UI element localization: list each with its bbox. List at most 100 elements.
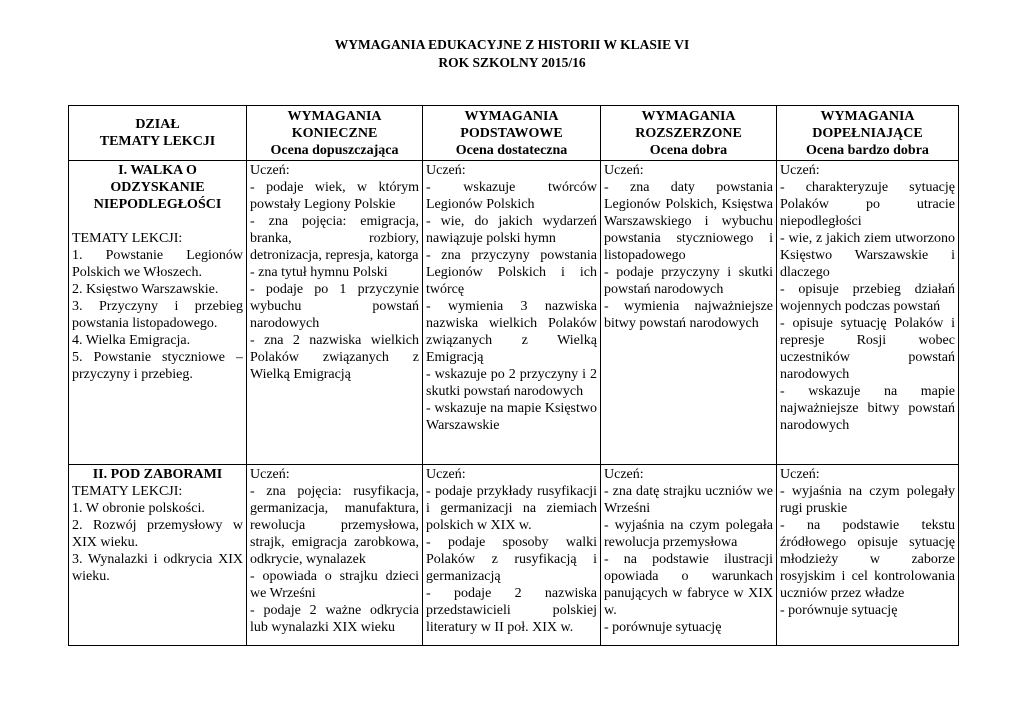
topic-item: 3. Przyczyny i przebieg powstania listop… — [72, 299, 243, 331]
table-row: II. POD ZABORAMI TEMATY LEKCJI: 1. W obron… — [68, 464, 959, 646]
requirement-item: - wskazuje na mapie najważniejsze bitwy … — [780, 384, 955, 433]
requirement-item: Uczeń: — [426, 163, 466, 178]
requirement-item: - wyjaśnia na czym polegała rewolucja pr… — [604, 518, 773, 550]
requirement-item: - zna pojęcia: rusyfikacja, germanizacja… — [250, 484, 419, 567]
topic-item: 2. Księstwo Warszawskie. — [72, 282, 219, 297]
requirement-item: - podaje wiek, w którym powstały Legiony… — [250, 180, 419, 212]
column-header: WYMAGANIA ROZSZERZONE Ocena dobra — [600, 105, 777, 161]
requirement-item: - wskazuje po 2 przyczyny i 2 skutki pow… — [426, 367, 597, 399]
requirement-item: - porównuje sytuację — [604, 620, 722, 635]
column-header: DZIAŁ TEMATY LEKCJI — [68, 105, 247, 161]
cell-content: I. WALKA O ODZYSKANIE NIEPODLEGŁOŚCI TEMATY… — [72, 162, 243, 383]
topics-label: TEMATY LEKCJI: — [72, 484, 183, 499]
requirement-item: Uczeń: — [604, 163, 644, 178]
requirement-item: - zna pojęcia: emigracja, branka, rozbio… — [250, 214, 419, 263]
requirement-item: Uczeń: — [780, 467, 820, 482]
requirement-item: - wymienia najważniejsze bitwy powstań n… — [604, 299, 773, 331]
section-title: II. POD ZABORAMI — [92, 467, 223, 482]
requirement-item: - zna daty powstania Legionów Polskich, … — [604, 180, 773, 263]
requirement-item: - zna 2 nazwiska wielkich Polaków związa… — [250, 333, 419, 382]
requirements-cell: Uczeń: - wyjaśnia na czym polegały rugi p… — [776, 464, 959, 646]
column-header: WYMAGANIA PODSTAWOWE Ocena dostateczna — [422, 105, 601, 161]
requirement-item: - podaje 2 ważne odkrycia lub wynalazki … — [250, 603, 419, 635]
requirement-item: - wskazuje na mapie Księstwo Warszawskie — [426, 401, 597, 433]
requirement-item: - porównuje sytuację — [780, 603, 898, 618]
requirement-item: Uczeń: — [780, 163, 820, 178]
requirement-item: Uczeń: — [604, 467, 644, 482]
header-line: WYMAGANIA — [820, 108, 915, 124]
header-line: WYMAGANIA — [287, 108, 382, 124]
requirements-cell: Uczeń: - wskazuje twórców Legionów Polski… — [422, 160, 601, 465]
header-line: WYMAGANIA — [464, 108, 559, 124]
section-title: ODZYSKANIE — [110, 180, 205, 195]
topic-item: 5. Powstanie styczniowe – przyczyny i pr… — [72, 350, 243, 382]
cell-content: Uczeń: - wyjaśnia na czym polegały rugi p… — [780, 466, 955, 644]
cell-content: Uczeń: - zna pojęcia: rusyfikacja, german… — [250, 466, 419, 644]
requirements-table: DZIAŁ TEMATY LEKCJI WYMAGANIA KONIECZNE Ocen… — [68, 105, 959, 646]
topic-item: 1. W obronie polskości. — [72, 501, 205, 516]
topic-item: 3. Wynalazki i odkrycia XIX wieku. — [72, 552, 243, 584]
column-header: WYMAGANIA KONIECZNE Ocena dopuszczająca — [246, 105, 423, 161]
requirement-item: Uczeń: — [250, 163, 290, 178]
requirement-item: - podaje przyczyny i skutki powstań naro… — [604, 265, 773, 297]
requirement-item: - wyjaśnia na czym polegały rugi pruskie — [780, 484, 955, 516]
requirement-item: - wie, z jakich ziem utworzono Księstwo … — [780, 231, 955, 280]
requirement-item: - podaje 2 nazwiska przedstawicieli pols… — [426, 586, 597, 635]
requirements-cell: Uczeń: - charakteryzuje sytuację Polaków … — [776, 160, 959, 465]
topic-item: 2. Rozwój przemysłowy w XIX wieku. — [72, 518, 243, 550]
requirement-item: - opisuje przebieg działań wojennych pod… — [780, 282, 955, 314]
header-row: DZIAŁ TEMATY LEKCJI WYMAGANIA KONIECZNE Ocen… — [68, 105, 959, 161]
section-cell: II. POD ZABORAMI TEMATY LEKCJI: 1. W obron… — [68, 464, 247, 646]
requirement-item: - wymienia 3 nazwiska nazwiska wielkich … — [426, 299, 597, 365]
requirements-cell: Uczeń: - zna datę strajku uczniów we Wrze… — [600, 464, 777, 646]
requirement-item: - opisuje sytuację Polaków i represje Ro… — [780, 316, 955, 382]
topic-item: 1. Powstanie Legionów Polskich we Włosze… — [72, 248, 243, 280]
requirements-cell: Uczeń: - zna pojęcia: rusyfikacja, german… — [246, 464, 423, 646]
requirement-item: - wie, do jakich wydarzeń nawiązuje pols… — [426, 214, 597, 246]
cell-content: Uczeń: - wskazuje twórców Legionów Polski… — [426, 162, 597, 434]
header-line: KONIECZNE — [291, 125, 378, 141]
requirement-item: - podaje po 1 przyczynie wybuchu powstań… — [250, 282, 419, 331]
requirement-item: - zna datę strajku uczniów we Wrześni — [604, 484, 773, 516]
section-cell: I. WALKA O ODZYSKANIE NIEPODLEGŁOŚCI TEMATY… — [68, 160, 247, 465]
requirement-item: Uczeń: — [426, 467, 466, 482]
cell-content: II. POD ZABORAMI TEMATY LEKCJI: 1. W obron… — [72, 466, 243, 644]
spacer — [72, 213, 243, 230]
header-line: TEMATY LEKCJI — [99, 134, 216, 149]
requirement-item: - zna przyczyny powstania Legionów Polsk… — [426, 248, 597, 297]
document-title: WYMAGANIA EDUKACYJNE Z HISTORII W KLASIE… — [334, 37, 690, 52]
requirement-item: - na podstawie ilustracji opowiada o war… — [604, 552, 773, 618]
column-header: WYMAGANIA DOPEŁNIAJĄCE Ocena bardzo dobra — [776, 105, 959, 161]
section-title: I. WALKA O — [118, 163, 197, 178]
header-line: Ocena dostateczna — [455, 142, 568, 158]
header-line: DZIAŁ — [135, 117, 180, 132]
table-row: I. WALKA O ODZYSKANIE NIEPODLEGŁOŚCI TEMATY… — [68, 160, 959, 465]
requirements-cell: Uczeń: - podaje przykłady rusyfikacji i g… — [422, 464, 601, 646]
cell-content: Uczeń: - podaje wiek, w którym powstały L… — [250, 162, 419, 383]
header-line: WYMAGANIA — [641, 108, 736, 124]
header-line: DOPEŁNIAJĄCE — [812, 125, 923, 141]
header-line: PODSTAWOWE — [460, 125, 563, 141]
cell-content: Uczeń: - podaje przykłady rusyfikacji i g… — [426, 466, 597, 644]
requirement-item: Uczeń: — [250, 467, 290, 482]
header-line: Ocena bardzo dobra — [806, 142, 929, 158]
header-line: Ocena dobra — [649, 142, 728, 158]
cell-content: Uczeń: - charakteryzuje sytuację Polaków … — [780, 162, 955, 434]
cell-content: Uczeń: - zna daty powstania Legionów Pols… — [604, 162, 773, 332]
topic-item: 4. Wielka Emigracja. — [72, 333, 191, 348]
requirement-item: - charakteryzuje sytuację Polaków po utr… — [780, 180, 955, 229]
requirement-item: - zna tytuł hymnu Polski — [250, 265, 388, 280]
section-title: NIEPODLEGŁOŚCI — [93, 197, 222, 212]
topics-label: TEMATY LEKCJI: — [72, 231, 183, 246]
requirement-item: - opowiada o strajku dzieci we Wrześni — [250, 569, 419, 601]
header-line: Ocena dopuszczająca — [270, 142, 399, 158]
requirement-item: - wskazuje twórców Legionów Polskich — [426, 180, 597, 212]
requirements-cell: Uczeń: - podaje wiek, w którym powstały L… — [246, 160, 423, 465]
requirements-cell: Uczeń: - zna daty powstania Legionów Pols… — [600, 160, 777, 465]
document-subtitle: ROK SZKOLNY 2015/16 — [438, 55, 586, 70]
requirement-item: - na podstawie tekstu źródłowego opisuje… — [780, 518, 955, 601]
requirement-item: - podaje sposoby walki Polaków z rusyfik… — [426, 535, 597, 584]
cell-content: Uczeń: - zna datę strajku uczniów we Wrze… — [604, 466, 773, 644]
header-line: ROZSZERZONE — [635, 125, 742, 141]
requirement-item: - podaje przykłady rusyfikacji i germani… — [426, 484, 597, 533]
